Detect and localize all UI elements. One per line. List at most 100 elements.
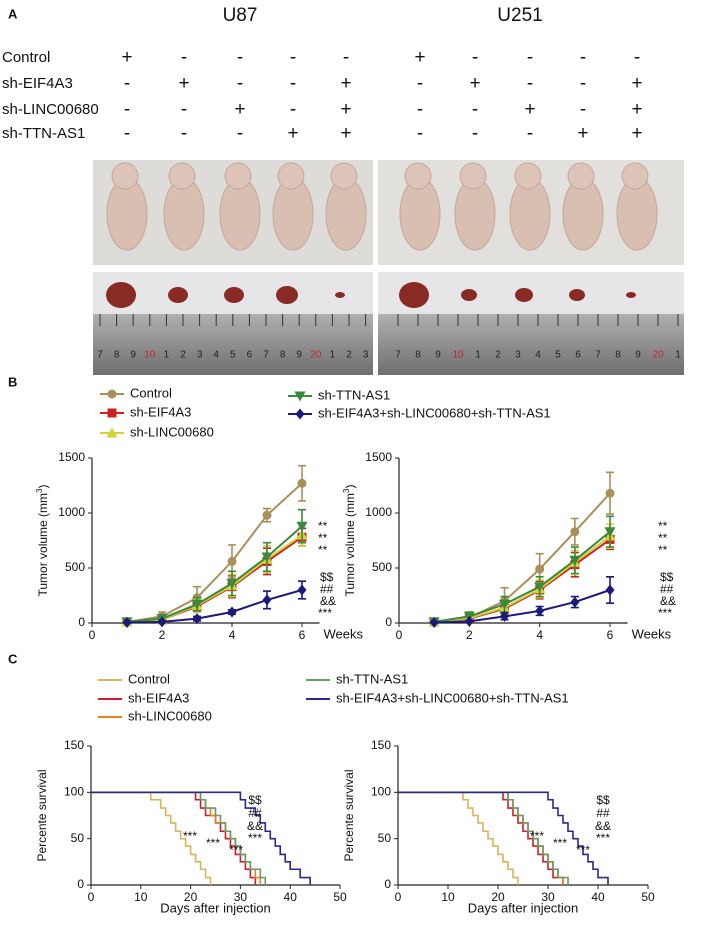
x-tick-label: 0 — [89, 628, 96, 642]
mouse-head — [224, 162, 252, 190]
sign: - — [124, 73, 130, 94]
marker — [499, 599, 511, 610]
sign: - — [237, 73, 243, 94]
ruler-label: 9 — [635, 350, 641, 361]
marker — [464, 615, 474, 627]
x-tick-label: 2 — [466, 628, 473, 642]
significance-annotation: *** — [248, 831, 262, 845]
panel-label: A — [8, 6, 18, 21]
panel-label: C — [8, 651, 18, 666]
survival-curve — [398, 791, 564, 885]
cell-line-title: U87 — [223, 5, 258, 26]
ruler-label: 7 — [97, 350, 103, 361]
sign: - — [290, 47, 296, 68]
ruler-label: 10 — [452, 350, 464, 361]
tumor — [106, 282, 136, 308]
x-axis-label: Weeks — [324, 626, 364, 641]
sign: + — [631, 123, 642, 144]
sign: - — [124, 123, 130, 144]
ruler-label: 9 — [130, 350, 136, 361]
ruler — [378, 314, 684, 375]
ruler-label: 7 — [263, 350, 269, 361]
x-tick-label: 0 — [88, 890, 95, 904]
x-tick-label: 50 — [333, 890, 347, 904]
tumor — [224, 287, 244, 303]
sign: - — [634, 47, 640, 68]
series-line — [126, 589, 303, 624]
marker — [157, 616, 167, 628]
y-tick-label: 0 — [385, 615, 392, 629]
y-tick-label: 1000 — [58, 505, 85, 519]
y-axis-label: Tumor volume (mm3) — [35, 484, 50, 596]
y-axis-label-text: Tumor volume (mm — [36, 493, 50, 597]
significance-annotation: *** — [318, 606, 332, 620]
legend-label: sh-LINC00680 — [130, 424, 214, 439]
x-tick-label: 2 — [159, 628, 166, 642]
ruler-label: 6 — [575, 350, 581, 361]
sign: + — [577, 123, 588, 144]
sign: - — [527, 123, 533, 144]
sign: + — [469, 73, 480, 94]
tumor — [461, 289, 477, 301]
sign: - — [417, 123, 423, 144]
legend-label: Control — [130, 385, 172, 400]
sign: - — [527, 47, 533, 68]
marker — [106, 427, 118, 438]
marker — [192, 613, 202, 625]
sign: + — [234, 99, 245, 120]
significance-annotation: ** — [658, 519, 668, 533]
sign: - — [472, 99, 478, 120]
ruler-label: 20 — [310, 350, 322, 361]
marker — [107, 408, 117, 418]
significance-annotation: $$ — [660, 570, 674, 584]
x-tick-label: 0 — [396, 628, 403, 642]
significance-annotation: *** — [229, 843, 243, 857]
marker — [570, 596, 580, 608]
legend-label: sh-EIF4A3+sh-LINC00680+sh-TTN-AS1 — [336, 690, 569, 705]
legend-label: sh-LINC00680 — [128, 708, 212, 723]
marker — [605, 488, 615, 498]
significance-annotation: *** — [576, 843, 590, 857]
sign: + — [287, 123, 298, 144]
row-label: sh-TTN-AS1 — [2, 125, 85, 142]
sign: - — [290, 99, 296, 120]
significance-annotation: $$ — [320, 570, 334, 584]
marker — [604, 527, 616, 538]
y-tick-label: 0 — [77, 877, 84, 891]
significance-annotation: ## — [596, 806, 610, 820]
survival-curve — [398, 791, 609, 885]
sign: + — [178, 73, 189, 94]
marker — [295, 408, 305, 420]
ruler-label: 9 — [296, 350, 302, 361]
mouse-head — [111, 162, 139, 190]
significance-annotation: ** — [658, 543, 668, 557]
y-tick-label: 1500 — [58, 450, 85, 464]
ruler-label: 1 — [475, 350, 481, 361]
sign: - — [181, 99, 187, 120]
marker — [191, 599, 203, 610]
ruler-label: 7 — [395, 350, 401, 361]
row-label: sh-EIF4A3 — [2, 75, 73, 92]
significance-annotation: ## — [320, 582, 334, 596]
marker — [534, 582, 546, 593]
y-axis-label-sup: 3 — [35, 488, 44, 493]
mouse-head — [330, 162, 358, 190]
y-tick-label: 0 — [384, 877, 391, 891]
tumor — [168, 287, 188, 303]
survival-curve — [91, 791, 257, 885]
significance-annotation: *** — [206, 836, 220, 850]
ruler-label: 7 — [595, 350, 601, 361]
sign: - — [237, 47, 243, 68]
x-tick-label: 50 — [641, 890, 655, 904]
y-axis-label-text: Percente survival — [35, 769, 49, 861]
x-tick-label: 4 — [536, 628, 543, 642]
significance-annotation: ## — [248, 806, 262, 820]
marker — [107, 389, 117, 399]
sign: + — [340, 99, 351, 120]
mouse-head — [404, 162, 432, 190]
significance-annotation: ** — [318, 531, 328, 545]
sign: - — [417, 99, 423, 120]
x-tick-label: 10 — [134, 890, 148, 904]
y-axis-label: Percente survival — [35, 769, 49, 861]
